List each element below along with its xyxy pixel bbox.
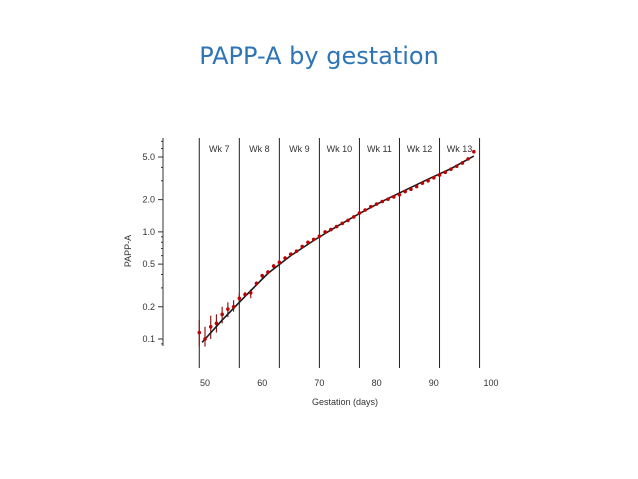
data-point [300, 244, 305, 249]
data-point [254, 281, 259, 286]
week-label: Wk 9 [289, 144, 310, 154]
week-bands: Wk 7 Wk 8 Wk 9 Wk 10 Wk 11 Wk 12 Wk 13 [198, 138, 481, 368]
data-point [420, 181, 425, 185]
slide-title: PAPP-A by gestation [199, 42, 439, 70]
data-point [369, 204, 373, 209]
week-label: Wk 8 [249, 144, 270, 154]
data-points [197, 149, 476, 341]
data-point [266, 270, 270, 275]
data-point [357, 211, 362, 215]
week-label: Wk 10 [327, 144, 353, 154]
data-point [329, 227, 333, 232]
data-point [403, 189, 408, 194]
data-point [260, 273, 265, 278]
data-point [277, 260, 282, 265]
data-point [226, 307, 230, 311]
data-point [397, 192, 402, 197]
week-label: Wk 13 [447, 144, 473, 154]
data-point [437, 173, 442, 177]
x-tick-label: 100 [483, 378, 498, 388]
y-tick-label: 0.1 [142, 334, 155, 344]
y-tick-label: 2.0 [142, 195, 155, 205]
data-point [306, 240, 310, 245]
data-point [214, 321, 219, 326]
data-point [208, 324, 213, 329]
data-point [220, 312, 224, 317]
week-label: Wk 7 [209, 144, 230, 154]
y-tick-label: 0.2 [142, 302, 155, 312]
data-point [248, 290, 253, 295]
data-point [380, 199, 385, 204]
data-point [311, 237, 316, 242]
week-label: Wk 11 [367, 144, 392, 154]
data-point [231, 304, 236, 309]
week-label: Wk 12 [407, 144, 433, 154]
y-tick-label: 1.0 [142, 227, 155, 237]
data-point [351, 215, 356, 219]
data-point [374, 202, 379, 206]
data-point [443, 170, 448, 175]
y-tick-label: 0.5 [142, 259, 155, 269]
data-point [323, 230, 327, 234]
data-point [197, 330, 202, 335]
data-point [340, 221, 345, 226]
data-point [203, 337, 207, 341]
data-point [460, 161, 465, 165]
data-point [426, 178, 430, 183]
data-point [334, 224, 339, 229]
y-axis: 0.1 0.2 0.5 1.0 2.0 5.0 [142, 138, 164, 346]
data-point [391, 195, 396, 199]
data-point [317, 234, 322, 239]
data-point [271, 264, 276, 268]
x-tick-label: 70 [314, 378, 324, 388]
data-point [363, 208, 367, 212]
data-point [237, 296, 242, 301]
data-point [466, 157, 470, 161]
data-point [243, 292, 247, 297]
data-point [346, 218, 350, 223]
x-axis-tick-labels: 50 60 70 80 90 100 [200, 378, 499, 388]
data-point [454, 164, 459, 169]
x-tick-label: 80 [372, 378, 382, 388]
x-tick-label: 60 [257, 378, 267, 388]
data-point [294, 249, 299, 254]
data-point [414, 184, 419, 189]
y-axis-title: PAPP-A [123, 235, 133, 267]
data-point [386, 197, 390, 201]
x-tick-label: 90 [429, 378, 439, 388]
y-tick-label: 5.0 [142, 152, 155, 162]
fit-line-path [201, 155, 475, 343]
x-axis-title: Gestation (days) [312, 397, 378, 407]
data-point [449, 167, 453, 171]
data-point [283, 256, 287, 260]
data-point [289, 252, 293, 256]
fit-line [201, 155, 475, 343]
data-point [472, 149, 476, 154]
data-point [432, 175, 436, 180]
x-tick-label: 50 [200, 378, 210, 388]
data-point [409, 187, 413, 192]
